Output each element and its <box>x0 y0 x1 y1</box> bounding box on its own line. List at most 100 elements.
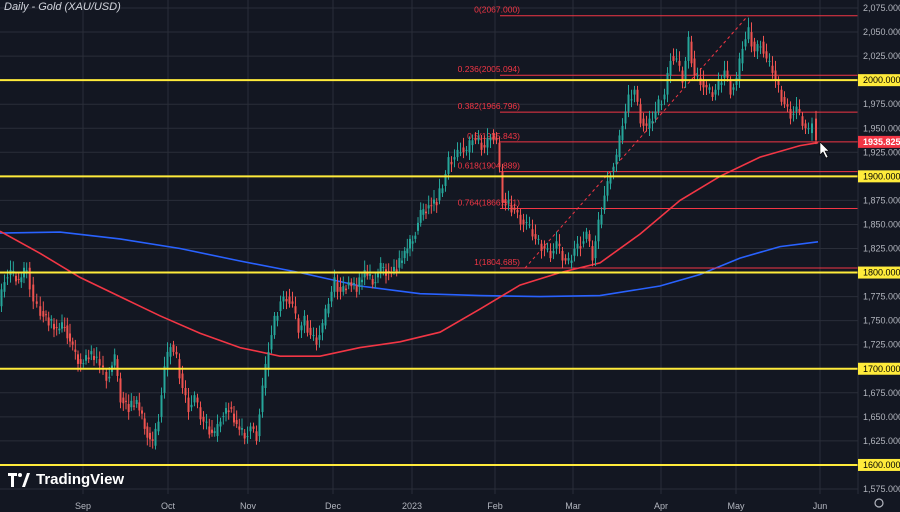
candle-body <box>417 222 419 231</box>
candle-body <box>690 41 693 64</box>
candle-body <box>363 270 366 278</box>
price-tick-label: 1,725.000 <box>863 340 900 350</box>
time-tick-label: Nov <box>240 501 257 511</box>
candle-body <box>379 262 382 273</box>
candle-body <box>87 357 90 360</box>
candle-body <box>282 296 285 302</box>
candle-body <box>327 303 330 314</box>
candle-body <box>453 157 456 160</box>
candle-body <box>771 65 774 73</box>
candle-body <box>61 322 63 329</box>
candle-body <box>406 248 409 254</box>
candle-body <box>116 359 119 376</box>
candle-body <box>498 142 501 167</box>
candle-body <box>531 229 534 237</box>
time-tick-label: Feb <box>487 501 503 511</box>
candle-body <box>660 104 663 106</box>
candle-body <box>58 328 61 331</box>
key-level-tag-label: 1900.000 <box>863 171 900 181</box>
candle-body <box>411 241 414 244</box>
fib-level-label: 0.618(1904.889) <box>458 161 521 171</box>
candle-body <box>570 260 573 263</box>
candle-body <box>786 104 789 107</box>
candle-body <box>585 231 588 239</box>
key-level-tag <box>858 266 900 279</box>
candle-body <box>32 284 35 302</box>
time-tick-label: Apr <box>654 501 668 511</box>
key-level-tag-label: 1700.000 <box>863 364 900 374</box>
candle-body <box>804 123 807 129</box>
candle-body <box>181 373 184 388</box>
candle-body <box>28 267 31 290</box>
candle-body <box>438 188 441 201</box>
candle-body <box>811 123 813 134</box>
candle-body <box>230 407 233 409</box>
candle-body <box>246 436 249 438</box>
candle-body <box>213 431 216 433</box>
candle-body <box>789 109 792 119</box>
candle-body <box>333 277 336 292</box>
candle-body <box>154 428 157 446</box>
candle-body <box>468 140 471 153</box>
candle-body <box>382 266 385 268</box>
time-tick-label: May <box>727 501 745 511</box>
candle-body <box>561 250 564 261</box>
candle-body <box>113 354 116 366</box>
candle-body <box>588 234 591 242</box>
time-tick-label: Jun <box>813 501 828 511</box>
candle-body <box>187 397 190 413</box>
candle-body <box>47 317 50 326</box>
candle-body <box>255 431 258 441</box>
candle-body <box>205 421 208 423</box>
candle-body <box>127 404 130 413</box>
candle-body <box>657 99 660 112</box>
candle-body <box>678 60 681 66</box>
candle-body <box>39 306 42 316</box>
candle-body <box>603 195 606 211</box>
candle-body <box>330 291 333 302</box>
candle-body <box>681 70 684 83</box>
candle-body <box>361 279 363 283</box>
candle-body <box>222 416 225 418</box>
candle-body <box>175 351 178 355</box>
candle-body <box>555 241 558 249</box>
price-tick-label: 1,575.000 <box>863 484 900 494</box>
candle-body <box>261 385 264 413</box>
candle-body <box>444 173 447 186</box>
candle-body <box>35 301 38 304</box>
candle-body <box>552 250 555 254</box>
candle-body <box>456 149 459 158</box>
candle-body <box>324 308 327 326</box>
candle-body <box>492 133 495 141</box>
candle-body <box>358 277 361 287</box>
key-level-tag-label: 1800.000 <box>863 268 900 278</box>
candle-body <box>202 416 205 422</box>
candle-body <box>0 289 3 307</box>
candle-body <box>615 154 618 165</box>
candle-body <box>435 202 438 206</box>
candle-body <box>564 258 567 261</box>
candle-body <box>425 211 427 214</box>
candle-body <box>471 140 474 146</box>
candle-body <box>303 315 306 326</box>
price-tick-label: 1,975.000 <box>863 99 900 109</box>
candle-body <box>576 243 579 249</box>
fib-level-label: 0.764(1866.591) <box>458 197 521 207</box>
candle-body <box>309 327 312 336</box>
candle-body <box>774 70 777 81</box>
candle-body <box>146 426 149 438</box>
candle-body <box>347 282 350 286</box>
candle-body <box>160 395 163 417</box>
candle-body <box>486 137 489 148</box>
candle-body <box>480 142 483 150</box>
candle-body <box>663 94 666 100</box>
candle-body <box>750 32 753 47</box>
candle-body <box>519 214 522 225</box>
candle-body <box>141 410 143 414</box>
candle-body <box>795 106 798 112</box>
candle-body <box>366 272 369 276</box>
candle-body <box>489 137 492 141</box>
candle-body <box>414 235 417 239</box>
key-level-tag-label: 2000.000 <box>863 75 900 85</box>
